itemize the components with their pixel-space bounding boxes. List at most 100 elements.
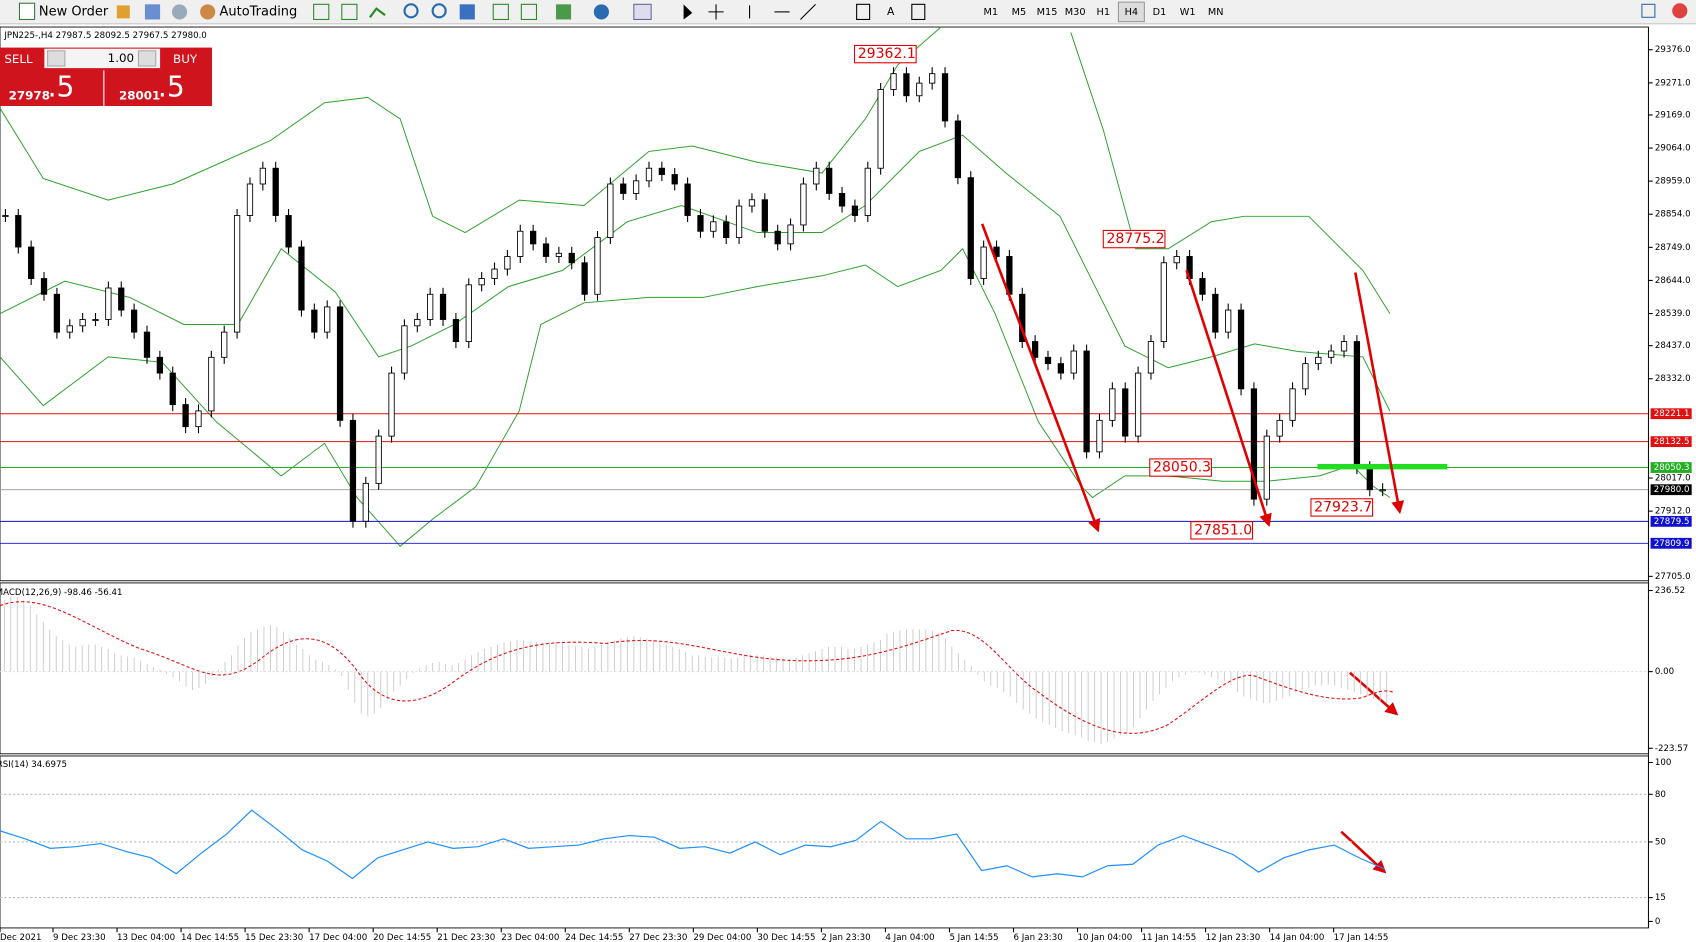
candle-body <box>1225 309 1232 333</box>
candle-body <box>1379 489 1386 492</box>
annotation-box <box>1190 521 1254 540</box>
y-tick-label: 28539.0 <box>1655 309 1691 319</box>
candle-body <box>838 193 846 207</box>
timeframe-button[interactable]: MN <box>1208 7 1224 18</box>
candle-body <box>1173 256 1180 264</box>
candle-body <box>105 287 112 320</box>
candle-body <box>787 224 794 245</box>
annotation-label: 27851.0 <box>1194 522 1252 538</box>
rsi-line <box>0 809 1385 880</box>
x-tick-label: Dec 2021 <box>0 933 41 942</box>
candle-body <box>916 82 923 97</box>
candle-body <box>53 293 61 333</box>
timeframe-button[interactable]: M5 <box>1012 7 1027 18</box>
candle-body <box>941 73 949 122</box>
y-tick-label: 27705.0 <box>1655 572 1691 582</box>
macd-tick-label: 236.52 <box>1655 586 1685 596</box>
candle-body <box>1263 435 1270 500</box>
candle-body <box>1366 467 1373 491</box>
candle-body <box>182 404 189 428</box>
timeframe-button[interactable]: H1 <box>1097 7 1111 18</box>
candle-body <box>311 309 318 333</box>
price-panel <box>0 26 1649 582</box>
candle-body <box>903 73 910 97</box>
candle-body <box>66 325 73 333</box>
macd-tick-label: 0.00 <box>1655 667 1674 677</box>
candle-body <box>439 293 447 320</box>
x-tick-label: 15 Dec 23:30 <box>245 933 303 942</box>
candle-body <box>92 319 99 322</box>
candle-body <box>1070 350 1077 374</box>
candle-body <box>1237 309 1245 390</box>
candle-body <box>877 89 884 169</box>
trend-arrows <box>980 223 1405 874</box>
candle-body <box>169 372 176 406</box>
x-tick-label: 14 Dec 14:55 <box>181 933 239 942</box>
x-tick-label: 20 Dec 14:55 <box>373 933 431 942</box>
candle-body <box>594 237 601 295</box>
x-tick-label: 30 Dec 14:55 <box>757 933 815 942</box>
level-tag <box>1650 484 1692 496</box>
y-tick-label: 29376.0 <box>1655 45 1691 55</box>
timeframe-button[interactable]: M30 <box>1065 7 1086 18</box>
candle-body <box>748 199 756 207</box>
y-tick-label: 28017.0 <box>1655 474 1691 484</box>
candle-body <box>1083 350 1090 453</box>
macd-label: MACD(12,26,9) -98.46 -56.41 <box>0 588 123 598</box>
candle-body <box>221 331 228 358</box>
candle-body <box>465 284 472 343</box>
candle-body <box>607 183 614 238</box>
buy-price: 28001 <box>119 89 160 103</box>
candle-body <box>529 230 537 245</box>
candle-body <box>954 120 962 179</box>
macd-tick-label: -223.57 <box>1655 744 1688 754</box>
rsi-tick-label: 100 <box>1655 758 1672 768</box>
timeframe-button[interactable]: W1 <box>1180 7 1196 18</box>
x-tick-label: 24 Dec 14:55 <box>565 933 623 942</box>
candle-body <box>658 167 665 175</box>
candle-body <box>79 319 86 327</box>
timeframe-button[interactable]: D1 <box>1153 7 1167 18</box>
candle-body <box>504 256 511 270</box>
bollinger-bands <box>0 26 1391 547</box>
autotrading-button[interactable]: AutoTrading <box>220 4 298 19</box>
candle-body <box>1250 388 1258 500</box>
y-tick-label: 29271.0 <box>1655 78 1691 88</box>
lot-size[interactable]: 1.00 <box>108 51 134 65</box>
x-tick-label: 13 Dec 04:00 <box>117 933 175 942</box>
support-zone <box>1317 463 1448 470</box>
candle-body <box>710 221 717 232</box>
candle-body <box>632 180 640 194</box>
timeframe-button[interactable]: M15 <box>1037 7 1058 18</box>
candle-body <box>826 167 833 194</box>
candle-body <box>517 230 524 257</box>
candle-body <box>272 167 279 216</box>
candle-body <box>349 419 357 522</box>
y-tick-label: 28854.0 <box>1655 210 1691 220</box>
candle-body <box>15 215 22 248</box>
candle-body <box>452 319 460 343</box>
y-tick-label: 28749.0 <box>1655 243 1691 253</box>
y-tick-label: 29064.0 <box>1655 144 1691 154</box>
x-tick-label: 9 Dec 23:30 <box>53 933 106 942</box>
sell-price: 27978 <box>9 89 50 103</box>
sell-button[interactable]: SELL <box>4 52 33 66</box>
x-tick-label: 4 Jan 04:00 <box>885 933 934 942</box>
candle-body <box>414 319 421 327</box>
candle-body <box>118 287 125 311</box>
x-tick-label: 27 Dec 23:30 <box>629 933 687 942</box>
candle-body <box>813 167 820 185</box>
x-tick-label: 6 Jan 23:30 <box>1013 933 1062 942</box>
candle-body <box>208 356 215 412</box>
candle-body <box>1122 388 1129 437</box>
new-order-button[interactable]: New Order <box>39 4 109 19</box>
candle-body <box>1019 293 1026 343</box>
candle-body <box>233 215 241 333</box>
candle-body <box>1289 388 1296 421</box>
buy-button[interactable]: BUY <box>173 52 198 66</box>
timeframe-button[interactable]: M1 <box>983 7 998 18</box>
level-tag <box>1650 537 1692 549</box>
candle-body <box>800 183 807 226</box>
timeframe-button[interactable]: H4 <box>1125 7 1139 18</box>
